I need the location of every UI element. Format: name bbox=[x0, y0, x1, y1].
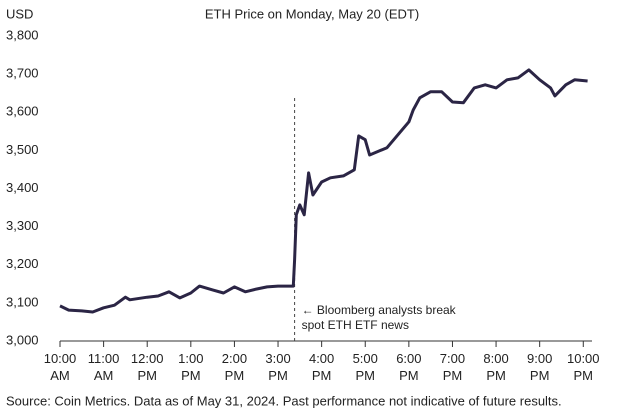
y-tick-label: 3,400 bbox=[6, 180, 39, 195]
x-tick-label: 8:00 PM bbox=[483, 351, 509, 383]
x-tick-label: 3:00 PM bbox=[265, 351, 291, 383]
x-tick-label: 9:00 PM bbox=[527, 351, 553, 383]
y-tick-label: 3,100 bbox=[6, 294, 39, 309]
x-tick-label: 12:00 PM bbox=[130, 351, 164, 383]
y-axis-label: USD bbox=[6, 6, 33, 21]
annotation: ← Bloomberg analysts break spot ETH ETF … bbox=[301, 303, 456, 332]
x-tick-label: 6:00 PM bbox=[396, 351, 422, 383]
x-tick-label: 7:00 PM bbox=[439, 351, 466, 383]
x-tick-label: 5:00 PM bbox=[352, 351, 378, 383]
y-tick-label: 3,500 bbox=[6, 142, 39, 157]
source-note: Source: Coin Metrics. Data as of May 31,… bbox=[6, 393, 562, 408]
y-tick-label: 3,200 bbox=[6, 256, 39, 271]
y-tick-label: 3,300 bbox=[6, 218, 39, 233]
x-tick-label: 4:00 PM bbox=[308, 351, 335, 383]
y-tick-label: 3,600 bbox=[6, 104, 39, 119]
price-line bbox=[59, 68, 588, 314]
y-tick-label: 3,800 bbox=[6, 27, 39, 42]
y-tick-label: 3,700 bbox=[6, 66, 39, 81]
chart-title: ETH Price on Monday, May 20 (EDT) bbox=[205, 6, 419, 21]
y-tick-label: 3,000 bbox=[6, 332, 39, 347]
x-tick-label: 1:00 PM bbox=[178, 351, 204, 383]
x-tick-label: 10:00 PM bbox=[566, 351, 600, 383]
x-tick-label: 2:00 PM bbox=[221, 351, 248, 383]
x-tick-label: 11:00 AM bbox=[87, 351, 120, 383]
x-tick-label: 10:00 AM bbox=[43, 351, 77, 383]
